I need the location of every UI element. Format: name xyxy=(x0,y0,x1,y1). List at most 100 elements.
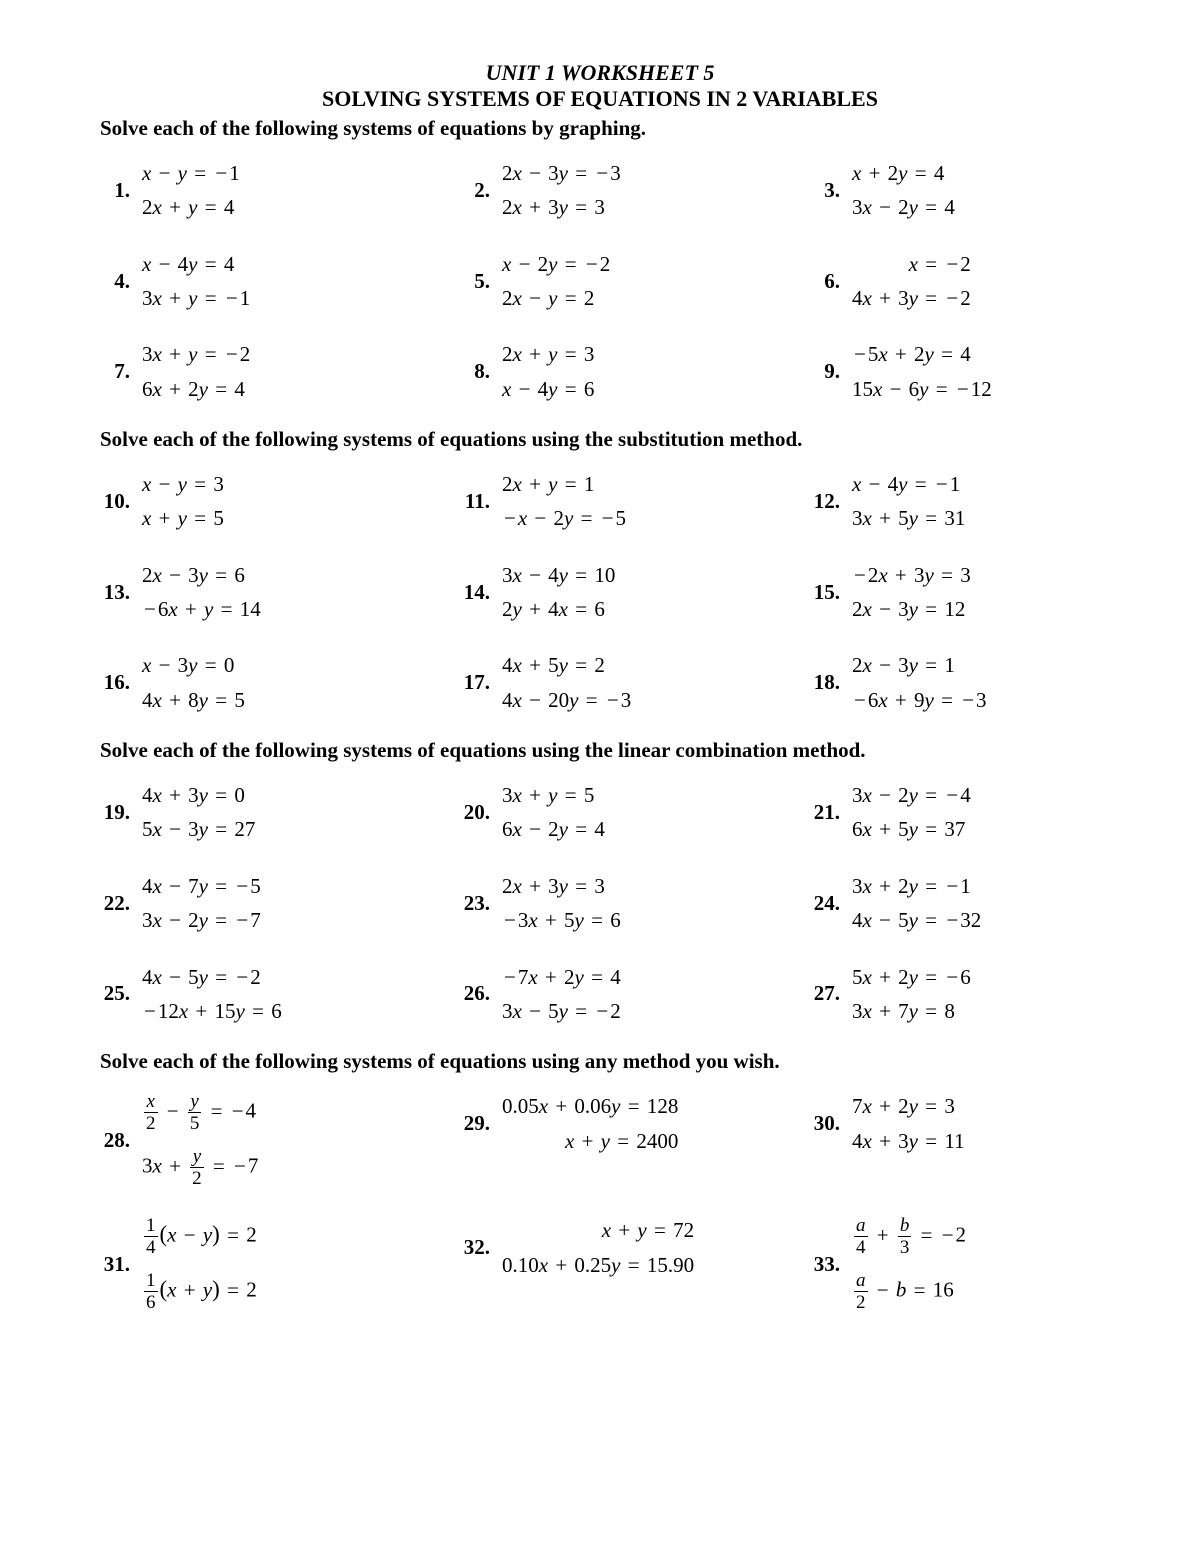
problem: 13.2x − 3y = 6−6x + y = 14 xyxy=(100,561,420,624)
equation-block: x − y = −12x + y = 4 xyxy=(142,159,240,222)
problem: 5. x − 2y = −22x − y = 2 xyxy=(440,250,760,313)
problem-number: 13. xyxy=(100,580,130,605)
problem: 11.2x + y = 1−x − 2y = −5 xyxy=(440,470,760,533)
equation-block: x = −24x + 3y = −2 xyxy=(852,250,971,313)
section-header: Solve each of the following systems of e… xyxy=(100,427,1100,452)
equation-block: x + y = 720.10x + 0.25y = 15.90 xyxy=(502,1216,694,1279)
problem: 27. 5x + 2y = −63x + 7y = 8 xyxy=(780,963,1100,1026)
problem: 12. x − 4y = −13x + 5y = 31 xyxy=(780,470,1100,533)
problem-number: 21. xyxy=(810,800,840,825)
problem: 33. a4 + b3 = −2a2 − b = 16 xyxy=(780,1216,1100,1312)
problem: 21. 3x − 2y = −46x + 5y = 37 xyxy=(780,781,1100,844)
problem: 6. x = −24x + 3y = −2 xyxy=(780,250,1100,313)
problem: 1. x − y = −12x + y = 4 xyxy=(100,159,420,222)
problem-number: 22. xyxy=(100,891,130,916)
problem: 7. 3x + y = −26x + 2y = 4 xyxy=(100,340,420,403)
equation-block: 5x + 2y = −63x + 7y = 8 xyxy=(852,963,971,1026)
problem: 10. x − y = 3x + y = 5 xyxy=(100,470,420,533)
unit-title: UNIT 1 WORKSHEET 5 xyxy=(100,60,1100,86)
problem-grid: 1. x − y = −12x + y = 4 2. 2x − 3y = −32x +… xyxy=(100,159,1100,403)
problem: 16. x − 3y = 04x + 8y = 5 xyxy=(100,651,420,714)
problem-number: 17. xyxy=(460,670,490,695)
problem: 24.3x + 2y = −14x − 5y = −32 xyxy=(780,872,1100,935)
problem-number: 14. xyxy=(460,580,490,605)
problem-number: 16. xyxy=(100,670,130,695)
problem-number: 25. xyxy=(100,981,130,1006)
equation-block: 4x − 7y = −53x − 2y = −7 xyxy=(142,872,261,935)
problem-number: 4. xyxy=(100,269,130,294)
equation-block: −7x + 2y = 43x − 5y = −2 xyxy=(502,963,621,1026)
problem: 20. 3x + y = 56x − 2y = 4 xyxy=(440,781,760,844)
problem-grid: 10. x − y = 3x + y = 5 11.2x + y = 1−x − 2… xyxy=(100,470,1100,714)
problem: 25. 4x − 5y = −2−12x + 15y = 6 xyxy=(100,963,420,1026)
problem: 26.−7x + 2y = 43x − 5y = −2 xyxy=(440,963,760,1026)
equation-block: 4x + 3y = 05x − 3y = 27 xyxy=(142,781,255,844)
problem-number: 28. xyxy=(100,1128,130,1153)
problem-number: 9. xyxy=(810,359,840,384)
problem-number: 30. xyxy=(810,1111,840,1136)
equation-block: x − 4y = 43x + y = −1 xyxy=(142,250,250,313)
problem-grid: 28. x2 − y5 = −43x + y2 = −7 29. 0.05x + 0.… xyxy=(100,1092,1100,1312)
problem: 17. 4x + 5y = 24x − 20y = −3 xyxy=(440,651,760,714)
equation-block: x − 2y = −22x − y = 2 xyxy=(502,250,610,313)
problem: 31.14(x − y) = 216(x + y) = 2 xyxy=(100,1216,420,1312)
problem: 19. 4x + 3y = 05x − 3y = 27 xyxy=(100,781,420,844)
problem: 9. −5x + 2y = 415x − 6y = −12 xyxy=(780,340,1100,403)
equation-block: 2x − 3y = 1−6x + 9y = −3 xyxy=(852,651,987,714)
problem-number: 23. xyxy=(460,891,490,916)
equation-block: 7x + 2y = 34x + 3y = 11 xyxy=(852,1092,965,1155)
equation-block: 4x − 5y = −2−12x + 15y = 6 xyxy=(142,963,282,1026)
problem-number: 33. xyxy=(810,1252,840,1277)
equation-block: a4 + b3 = −2a2 − b = 16 xyxy=(852,1216,966,1312)
equation-block: 3x − 2y = −46x + 5y = 37 xyxy=(852,781,971,844)
problem-number: 7. xyxy=(100,359,130,384)
equation-block: x − 3y = 04x + 8y = 5 xyxy=(142,651,245,714)
problem: 23. 2x + 3y = 3−3x + 5y = 6 xyxy=(440,872,760,935)
problem-number: 18. xyxy=(810,670,840,695)
problem-grid: 19. 4x + 3y = 05x − 3y = 27 20. 3x + y = 56… xyxy=(100,781,1100,1025)
problem-number: 11. xyxy=(460,489,490,514)
equation-block: x − 4y = −13x + 5y = 31 xyxy=(852,470,965,533)
problem: 4. x − 4y = 43x + y = −1 xyxy=(100,250,420,313)
equation-block: 2x − 3y = −32x + 3y = 3 xyxy=(502,159,621,222)
problem-number: 15. xyxy=(810,580,840,605)
problem-number: 8. xyxy=(460,359,490,384)
equation-block: −2x + 3y = 32x − 3y = 12 xyxy=(852,561,971,624)
problem-number: 31. xyxy=(100,1252,130,1277)
problem-number: 12. xyxy=(810,489,840,514)
problem-number: 20. xyxy=(460,800,490,825)
problem: 28. x2 − y5 = −43x + y2 = −7 xyxy=(100,1092,420,1188)
equation-block: 3x + y = 56x − 2y = 4 xyxy=(502,781,605,844)
problem-number: 29. xyxy=(460,1111,490,1136)
problem-number: 3. xyxy=(810,178,840,203)
problem-number: 19. xyxy=(100,800,130,825)
problem-number: 27. xyxy=(810,981,840,1006)
equation-block: x + 2y = 43x − 2y = 4 xyxy=(852,159,955,222)
problem: 32. x + y = 720.10x + 0.25y = 15.90 xyxy=(440,1216,760,1279)
problem-number: 10. xyxy=(100,489,130,514)
problem: 30. 7x + 2y = 34x + 3y = 11 xyxy=(780,1092,1100,1155)
problem-number: 2. xyxy=(460,178,490,203)
problem: 2. 2x − 3y = −32x + 3y = 3 xyxy=(440,159,760,222)
problem-number: 5. xyxy=(460,269,490,294)
problem: 14.3x − 4y = 102y + 4x = 6 xyxy=(440,561,760,624)
equation-block: 4x + 5y = 24x − 20y = −3 xyxy=(502,651,631,714)
main-title: SOLVING SYSTEMS OF EQUATIONS IN 2 VARIAB… xyxy=(100,86,1100,112)
equation-block: 2x + 3y = 3−3x + 5y = 6 xyxy=(502,872,621,935)
equation-block: x − y = 3x + y = 5 xyxy=(142,470,224,533)
equation-block: 3x + 2y = −14x − 5y = −32 xyxy=(852,872,981,935)
section-header: Solve each of the following systems of e… xyxy=(100,116,1100,141)
problem: 22. 4x − 7y = −53x − 2y = −7 xyxy=(100,872,420,935)
equation-block: 0.05x + 0.06y = 128x + y = 2400 xyxy=(502,1092,678,1155)
equation-block: −5x + 2y = 415x − 6y = −12 xyxy=(852,340,992,403)
problem-number: 6. xyxy=(810,269,840,294)
equation-block: 3x + y = −26x + 2y = 4 xyxy=(142,340,250,403)
section-header: Solve each of the following systems of e… xyxy=(100,738,1100,763)
equation-block: 2x + y = 3x − 4y = 6 xyxy=(502,340,594,403)
section-header: Solve each of the following systems of e… xyxy=(100,1049,1100,1074)
problem-number: 32. xyxy=(460,1235,490,1260)
problem: 3. x + 2y = 43x − 2y = 4 xyxy=(780,159,1100,222)
equation-block: x2 − y5 = −43x + y2 = −7 xyxy=(142,1092,258,1188)
problem-number: 1. xyxy=(100,178,130,203)
problem: 15. −2x + 3y = 32x − 3y = 12 xyxy=(780,561,1100,624)
